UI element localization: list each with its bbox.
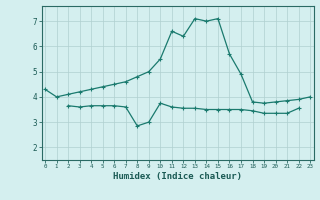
X-axis label: Humidex (Indice chaleur): Humidex (Indice chaleur) — [113, 172, 242, 181]
